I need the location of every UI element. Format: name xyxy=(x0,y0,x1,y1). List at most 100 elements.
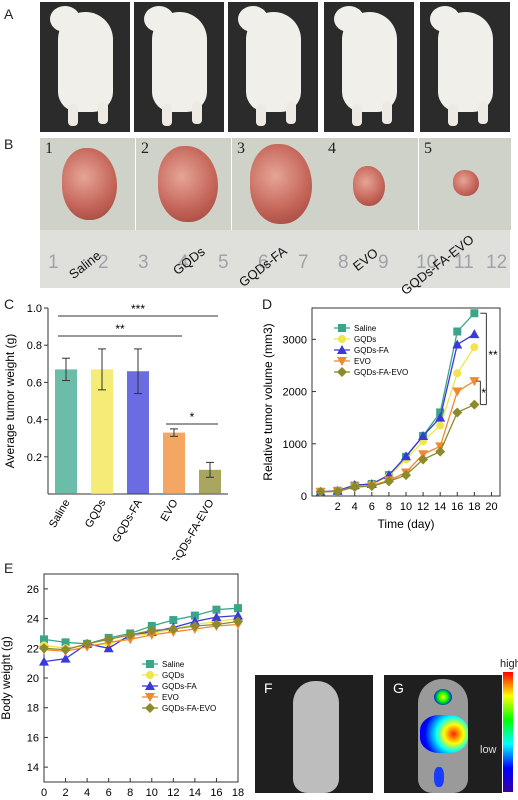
legend-marker xyxy=(337,367,347,377)
mouse-photo-2 xyxy=(134,2,224,132)
data-point xyxy=(82,638,93,649)
fluorescence-image-f xyxy=(255,675,373,793)
legend-label: GQDs-FA-EVO xyxy=(162,704,216,713)
ruler-number: 4 xyxy=(178,252,189,273)
legend-marker xyxy=(145,681,155,690)
data-point xyxy=(418,430,429,440)
y-tick-label: 22 xyxy=(27,643,39,655)
fluorescence-image-g xyxy=(384,675,502,793)
y-axis-title: Average tumor weight (g) xyxy=(3,334,17,469)
legend-label: GQDs-FA xyxy=(162,682,197,691)
legend-marker xyxy=(146,671,154,679)
panel-label-g: G xyxy=(393,680,404,696)
x-tick-label: 6 xyxy=(369,501,375,513)
significance-label: * xyxy=(481,386,486,400)
data-point xyxy=(418,454,429,465)
y-tick-label: 20 xyxy=(27,673,39,685)
mouse-photo-3 xyxy=(228,2,318,132)
panel-label-f: F xyxy=(264,680,273,696)
x-tick-label: 4 xyxy=(84,787,90,799)
data-point xyxy=(469,399,480,410)
legend-marker xyxy=(338,335,346,343)
x-tick-label: 10 xyxy=(146,787,158,799)
data-point xyxy=(469,329,480,339)
series-line xyxy=(320,380,475,493)
data-point xyxy=(212,605,221,614)
y-tick-label: 0.2 xyxy=(27,452,42,464)
legend-label: Saline xyxy=(162,660,185,669)
series-line xyxy=(43,623,239,652)
significance-label: ** xyxy=(115,322,125,336)
y-tick-label: 26 xyxy=(27,584,39,596)
ruler-number: 1 xyxy=(48,252,59,273)
series-line xyxy=(43,614,239,663)
ruler-number: 6 xyxy=(258,252,269,273)
data-point xyxy=(453,327,462,336)
series-line xyxy=(320,333,475,493)
legend-marker xyxy=(145,703,155,713)
tumor-number: 2 xyxy=(141,140,149,157)
legend-label: GQDs-FA xyxy=(354,346,389,355)
x-tick-label: 2 xyxy=(335,501,341,513)
y-tick-label: 24 xyxy=(27,614,39,626)
data-point xyxy=(60,644,71,655)
data-point xyxy=(332,486,343,497)
panel-label-e: E xyxy=(4,560,14,576)
x-tick-label: 6 xyxy=(106,787,112,799)
y-tick-label: 1000 xyxy=(283,439,307,451)
data-point xyxy=(470,309,479,318)
chart-d-tumor-volume: 0 1000 2000 3000 2 4 6 8 10 12 14 16 18 20 Relative tu… xyxy=(261,307,501,531)
data-point xyxy=(435,446,446,457)
x-tick-label: 12 xyxy=(417,501,429,513)
scale-low-label: low xyxy=(480,744,497,756)
y-tick-label: 16 xyxy=(27,732,39,744)
data-point xyxy=(189,621,200,631)
x-tick-label: 20 xyxy=(485,501,497,513)
data-point xyxy=(146,625,157,636)
data-point xyxy=(469,377,480,387)
y-tick-label: 2000 xyxy=(283,387,307,399)
y-tick-label: 0 xyxy=(301,491,307,503)
data-point xyxy=(435,412,446,422)
data-point xyxy=(168,623,179,634)
mouse-photo-1 xyxy=(40,2,130,132)
x-tick-label: GQDs-FA xyxy=(110,497,145,545)
data-point xyxy=(366,481,377,492)
data-point xyxy=(190,611,199,620)
tumor-photo-1: 1 xyxy=(40,138,135,230)
data-point xyxy=(315,486,326,497)
series-line xyxy=(43,620,239,651)
plot-frame xyxy=(43,573,239,783)
y-tick-label: 3000 xyxy=(283,334,307,346)
data-point xyxy=(61,638,70,647)
ruler-number: 3 xyxy=(138,252,149,273)
data-point xyxy=(211,612,222,622)
chart-c-tumor-weight: 0.2 0.4 0.6 0.8 1.0 Average tumor weight (g) S… xyxy=(3,302,228,560)
ruler-number: 2 xyxy=(98,252,109,273)
ruler-number: 7 xyxy=(298,252,309,273)
bar xyxy=(55,369,77,494)
x-tick-label: 2 xyxy=(62,787,68,799)
data-point xyxy=(40,635,48,644)
data-point xyxy=(233,610,243,620)
significance-label: * xyxy=(190,410,195,424)
x-tick-label: Saline xyxy=(47,498,73,530)
legend-marker xyxy=(337,345,347,354)
data-point xyxy=(349,482,360,493)
tumor-number: 1 xyxy=(45,140,53,157)
x-tick-label: 0 xyxy=(41,787,47,799)
data-point xyxy=(401,470,411,481)
y-tick-label: 14 xyxy=(27,762,39,774)
legend-label: Saline xyxy=(354,324,377,333)
data-point xyxy=(39,656,49,666)
fluorescence-scale-bar xyxy=(503,672,513,792)
data-point xyxy=(39,643,49,654)
x-tick-label: 18 xyxy=(468,501,480,513)
ruler-number: 9 xyxy=(378,252,389,273)
tumor-photo-4: 4 xyxy=(323,138,418,230)
mouse-photo-4 xyxy=(324,2,414,132)
x-tick-label: GQDs xyxy=(83,497,109,530)
significance-label: ** xyxy=(488,348,498,362)
series-line xyxy=(43,607,239,645)
